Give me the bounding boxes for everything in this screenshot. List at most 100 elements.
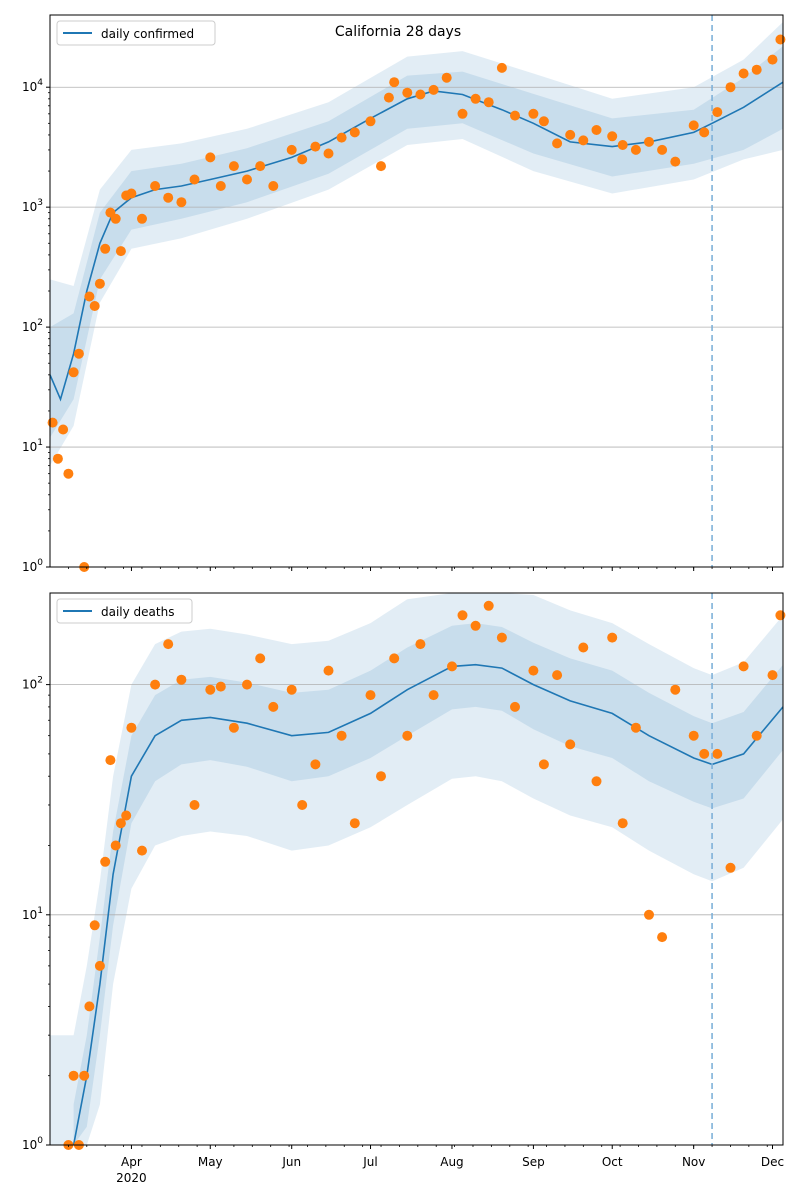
deaths-legend: daily deaths — [56, 598, 193, 624]
deaths-data-point — [591, 776, 602, 787]
deaths-data-point — [767, 670, 778, 681]
deaths-data-point — [84, 1001, 95, 1012]
deaths-data-point — [79, 1070, 90, 1081]
confirmed-data-point — [538, 116, 549, 127]
confirmed-data-point — [255, 161, 266, 172]
deaths-x-tick-label: May — [198, 1155, 223, 1169]
confirmed-data-point — [552, 138, 563, 149]
confirmed-data-point — [68, 367, 79, 378]
deaths-data-point — [336, 730, 347, 741]
deaths-data-point — [137, 845, 147, 856]
deaths-x-tick-label: Jun — [281, 1155, 301, 1169]
confirmed-data-point — [110, 213, 121, 224]
deaths-legend-label: daily deaths — [101, 605, 174, 619]
confirmed-data-point — [496, 62, 507, 73]
deaths-data-point — [205, 684, 216, 695]
confirmed-data-point — [63, 468, 74, 479]
confirmed-data-point — [470, 93, 481, 104]
deaths-data-point — [607, 632, 618, 643]
confirmed-data-point — [297, 154, 308, 165]
confirmed-data-point — [607, 131, 618, 142]
confirmed-y-tick-label: 100 — [22, 558, 43, 574]
deaths-data-point — [644, 909, 654, 920]
confirmed-data-point — [73, 348, 84, 359]
deaths-data-point — [738, 661, 749, 672]
confirmed-x-ticks — [67, 567, 773, 571]
deaths-data-point — [470, 620, 481, 631]
deaths-x-tick-label: Aug — [440, 1155, 463, 1169]
confirmed-data-point — [205, 152, 216, 163]
deaths-data-point — [297, 800, 308, 810]
deaths-data-point — [447, 661, 457, 672]
confirmed-data-point — [644, 136, 654, 147]
confirmed-data-point — [725, 82, 736, 93]
deaths-data-point — [428, 690, 439, 701]
confirmed-data-point — [402, 87, 413, 98]
deaths-data-point — [105, 755, 116, 766]
confirmed-data-point — [457, 108, 468, 119]
deaths-x-tick-label: Oct — [602, 1155, 623, 1169]
confirmed-data-point — [565, 129, 576, 140]
deaths-data-point — [699, 748, 710, 759]
deaths-data-point — [389, 653, 400, 664]
deaths-data-point — [349, 818, 360, 829]
confirmed-bands — [50, 22, 783, 466]
deaths-data-point — [110, 840, 121, 851]
deaths-data-point — [228, 722, 239, 733]
deaths-data-point — [657, 932, 668, 943]
confirmed-data-point — [670, 156, 681, 167]
confirmed-data-point — [100, 243, 111, 254]
confirmed-data-point — [189, 174, 200, 185]
deaths-y-tick-label: 101 — [22, 906, 43, 922]
deaths-data-point — [565, 739, 576, 750]
deaths-data-point — [751, 730, 762, 741]
deaths-points — [63, 600, 786, 1150]
confirmed-data-point — [483, 97, 494, 108]
confirmed-legend-label: daily confirmed — [101, 27, 194, 41]
confirmed-data-point — [767, 54, 778, 65]
confirmed-data-point — [176, 197, 187, 208]
confirmed-data-point — [688, 120, 699, 131]
deaths-data-point — [268, 701, 279, 712]
confirmed-plot: 100 101 102 103 104 California 28 days daily… — [22, 14, 786, 574]
deaths-data-point — [402, 730, 413, 741]
deaths-data-point — [68, 1070, 79, 1081]
deaths-x-tick-label: Nov — [682, 1155, 705, 1169]
confirmed-data-point — [738, 68, 749, 79]
confirmed-data-point — [376, 161, 386, 172]
deaths-x-tick-label: Apr — [121, 1155, 142, 1169]
deaths-data-point — [712, 748, 723, 759]
confirmed-data-point — [47, 417, 58, 428]
confirmed-y-tick-label: 102 — [22, 318, 43, 334]
deaths-data-point — [189, 800, 200, 810]
confirmed-data-point — [163, 192, 174, 203]
deaths-data-point — [323, 665, 334, 676]
deaths-line — [72, 663, 784, 1146]
confirmed-data-point — [242, 174, 252, 185]
deaths-series-line — [72, 663, 784, 1146]
confirmed-data-point — [389, 77, 400, 88]
deaths-data-point — [552, 670, 563, 681]
deaths-data-point — [365, 690, 376, 701]
deaths-plot: 100 101 102 Apr May Jun Jul Aug Sep Oct Nov Dec 202… — [22, 592, 786, 1185]
deaths-y-tick-label: 102 — [22, 676, 43, 692]
deaths-data-point — [150, 679, 161, 690]
confirmed-legend-box — [56, 20, 216, 46]
deaths-data-point — [617, 818, 628, 829]
confirmed-data-point — [310, 141, 321, 152]
confirmed-data-point — [383, 92, 394, 103]
confirmed-data-point — [52, 453, 63, 464]
deaths-data-point — [121, 810, 132, 821]
confirmed-data-point — [323, 148, 334, 159]
deaths-data-point — [215, 681, 226, 692]
deaths-y-ticks: 100 101 102 — [22, 676, 50, 1152]
deaths-data-point — [510, 701, 520, 712]
deaths-data-point — [115, 818, 126, 829]
confirmed-data-point — [428, 84, 439, 95]
confirmed-data-point — [617, 140, 628, 150]
deaths-x-tick-label: Dec — [761, 1155, 784, 1169]
confirmed-y-tick-label: 104 — [22, 78, 43, 94]
confirmed-data-point — [349, 127, 360, 138]
deaths-data-point — [415, 639, 426, 650]
